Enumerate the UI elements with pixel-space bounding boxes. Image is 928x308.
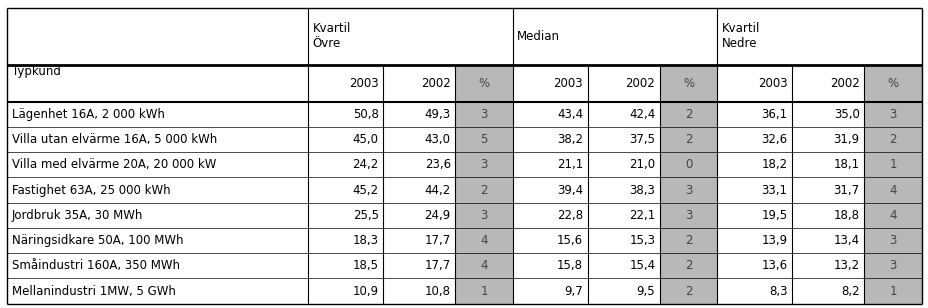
Bar: [659, 65, 716, 304]
Text: 37,5: 37,5: [628, 133, 654, 146]
Text: 21,0: 21,0: [628, 158, 654, 171]
Text: Näringsidkare 50A, 100 MWh: Näringsidkare 50A, 100 MWh: [12, 234, 184, 247]
Text: 13,4: 13,4: [832, 234, 859, 247]
Text: 38,3: 38,3: [629, 184, 654, 197]
Text: 10,8: 10,8: [424, 285, 450, 298]
Text: 23,6: 23,6: [424, 158, 450, 171]
Text: Kvartil
Övre: Kvartil Övre: [313, 22, 351, 50]
Text: 2: 2: [684, 285, 691, 298]
Text: 2003: 2003: [553, 77, 583, 90]
Text: 22,8: 22,8: [557, 209, 583, 222]
Text: 2: 2: [684, 108, 691, 121]
Text: 3: 3: [480, 158, 487, 171]
Text: 2: 2: [480, 184, 487, 197]
Text: 15,3: 15,3: [628, 234, 654, 247]
Text: 4: 4: [480, 259, 487, 272]
Text: 38,2: 38,2: [557, 133, 583, 146]
Text: 31,9: 31,9: [832, 133, 859, 146]
Text: 2: 2: [888, 133, 896, 146]
Text: 4: 4: [888, 209, 896, 222]
Text: 3: 3: [888, 234, 896, 247]
Text: 0: 0: [684, 158, 691, 171]
Text: 33,1: 33,1: [761, 184, 787, 197]
Text: 3: 3: [888, 259, 896, 272]
Text: 24,2: 24,2: [352, 158, 379, 171]
Text: 18,1: 18,1: [832, 158, 859, 171]
Text: 3: 3: [888, 108, 896, 121]
Text: 39,4: 39,4: [557, 184, 583, 197]
Text: 3: 3: [684, 209, 691, 222]
Text: 2002: 2002: [420, 77, 450, 90]
Text: %: %: [478, 77, 489, 90]
Text: 15,8: 15,8: [557, 259, 583, 272]
Text: 9,5: 9,5: [636, 285, 654, 298]
Text: 2: 2: [684, 259, 691, 272]
Text: 44,2: 44,2: [424, 184, 450, 197]
Text: 3: 3: [684, 184, 691, 197]
Text: 25,5: 25,5: [353, 209, 379, 222]
Text: 22,1: 22,1: [628, 209, 654, 222]
Text: 3: 3: [480, 209, 487, 222]
Text: 15,6: 15,6: [557, 234, 583, 247]
Text: 24,9: 24,9: [424, 209, 450, 222]
Text: 17,7: 17,7: [424, 234, 450, 247]
Text: 21,1: 21,1: [556, 158, 583, 171]
Bar: [864, 65, 921, 304]
Text: 2: 2: [684, 234, 691, 247]
Text: Villa med elvärme 20A, 20 000 kW: Villa med elvärme 20A, 20 000 kW: [12, 158, 216, 171]
Text: 2003: 2003: [757, 77, 787, 90]
Text: 17,7: 17,7: [424, 259, 450, 272]
Text: Jordbruk 35A, 30 MWh: Jordbruk 35A, 30 MWh: [12, 209, 143, 222]
Text: 13,6: 13,6: [761, 259, 787, 272]
Text: Småindustri 160A, 350 MWh: Småindustri 160A, 350 MWh: [12, 259, 180, 272]
Text: 43,0: 43,0: [424, 133, 450, 146]
Text: 49,3: 49,3: [424, 108, 450, 121]
Text: 36,1: 36,1: [761, 108, 787, 121]
Text: Mellanindustri 1MW, 5 GWh: Mellanindustri 1MW, 5 GWh: [12, 285, 175, 298]
Text: 43,4: 43,4: [557, 108, 583, 121]
Text: 4: 4: [888, 184, 896, 197]
Text: 2002: 2002: [625, 77, 654, 90]
Text: %: %: [886, 77, 897, 90]
Text: 1: 1: [888, 285, 896, 298]
Text: 45,2: 45,2: [352, 184, 379, 197]
Text: 5: 5: [480, 133, 487, 146]
Text: 15,4: 15,4: [628, 259, 654, 272]
Text: 8,3: 8,3: [768, 285, 787, 298]
Text: 50,8: 50,8: [353, 108, 379, 121]
Text: 8,2: 8,2: [840, 285, 859, 298]
Text: 18,3: 18,3: [353, 234, 379, 247]
Text: 4: 4: [480, 234, 487, 247]
Text: 19,5: 19,5: [761, 209, 787, 222]
Text: 3: 3: [480, 108, 487, 121]
Text: 35,0: 35,0: [833, 108, 859, 121]
Text: %: %: [682, 77, 693, 90]
Text: Fastighet 63A, 25 000 kWh: Fastighet 63A, 25 000 kWh: [12, 184, 171, 197]
Text: 31,7: 31,7: [832, 184, 859, 197]
Text: 32,6: 32,6: [761, 133, 787, 146]
Text: Lägenhet 16A, 2 000 kWh: Lägenhet 16A, 2 000 kWh: [12, 108, 165, 121]
Text: 9,7: 9,7: [564, 285, 583, 298]
Text: Typkund: Typkund: [12, 65, 61, 78]
Text: 13,2: 13,2: [832, 259, 859, 272]
Text: 42,4: 42,4: [628, 108, 654, 121]
Text: Median: Median: [517, 30, 560, 43]
Text: 2003: 2003: [349, 77, 379, 90]
Text: 18,2: 18,2: [761, 158, 787, 171]
Text: 18,5: 18,5: [353, 259, 379, 272]
Text: 10,9: 10,9: [352, 285, 379, 298]
Text: Villa utan elvärme 16A, 5 000 kWh: Villa utan elvärme 16A, 5 000 kWh: [12, 133, 217, 146]
Text: 2002: 2002: [829, 77, 859, 90]
Text: Kvartil
Nedre: Kvartil Nedre: [721, 22, 759, 50]
Text: 13,9: 13,9: [761, 234, 787, 247]
Bar: [455, 65, 512, 304]
Text: 18,8: 18,8: [833, 209, 859, 222]
Text: 45,0: 45,0: [353, 133, 379, 146]
Text: 1: 1: [888, 158, 896, 171]
Text: 2: 2: [684, 133, 691, 146]
Text: 1: 1: [480, 285, 487, 298]
